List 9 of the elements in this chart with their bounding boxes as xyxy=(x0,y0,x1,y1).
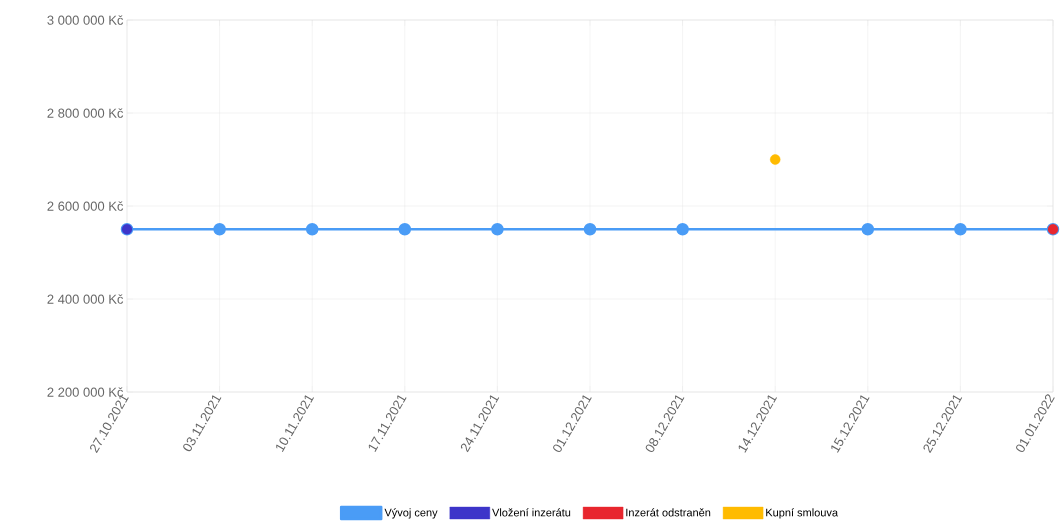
legend-label: Vývoj ceny xyxy=(384,508,438,519)
legend-label: Kupní smlouva xyxy=(766,508,839,519)
y-tick-label: 2 200 000 Kč xyxy=(47,387,124,397)
legend-label: Inzerát odstraněn xyxy=(626,508,711,517)
y-tick-label: 2 600 000 Kč xyxy=(47,201,124,211)
y-tick-label: 2 800 000 Kč xyxy=(47,108,124,118)
legend-label: Vložení inzerátu xyxy=(492,508,571,517)
y-tick-label: 3 000 000 Kč xyxy=(47,15,124,25)
y-tick-label: 2 400 000 Kč xyxy=(47,294,124,304)
